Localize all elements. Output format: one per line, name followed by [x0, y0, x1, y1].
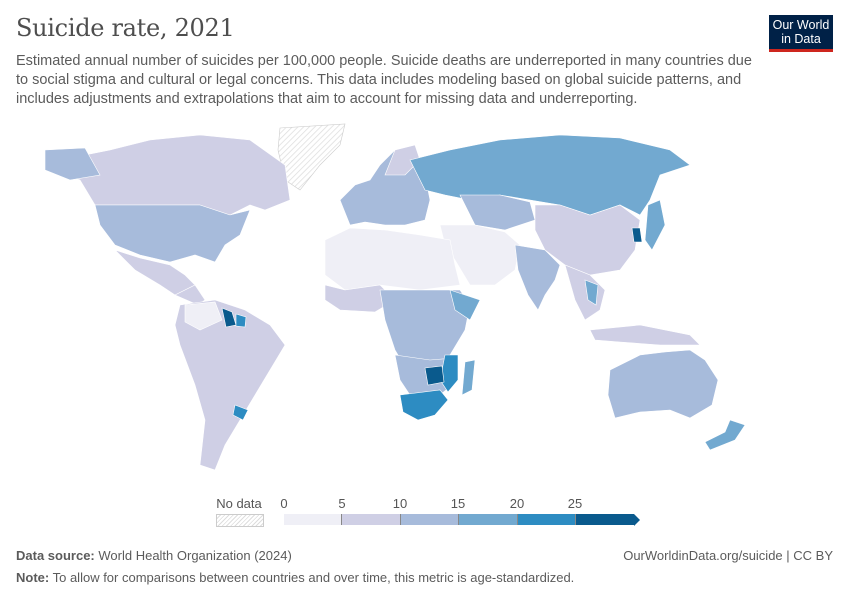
region-central-america[interactable] [174, 284, 206, 306]
region-zimbabwe[interactable] [424, 365, 445, 386]
region-korea[interactable] [631, 227, 643, 243]
region-suriname[interactable] [235, 313, 247, 328]
legend-no-data-label: No data [216, 496, 262, 511]
region-uruguay[interactable] [232, 404, 249, 421]
region-australia[interactable] [607, 349, 719, 419]
region-russia[interactable] [409, 134, 691, 216]
region-india[interactable] [514, 244, 561, 311]
region-madagascar[interactable] [461, 359, 476, 396]
region-greenland[interactable] [277, 123, 346, 191]
region-japan[interactable] [644, 199, 666, 251]
legend-no-data-swatch [216, 514, 264, 527]
region-china[interactable] [534, 204, 641, 276]
subtitle: Estimated annual number of suicides per … [16, 53, 752, 107]
region-usa[interactable] [94, 204, 251, 263]
data-source: Data source: World Health Organization (… [16, 548, 292, 563]
legend-bin[interactable] [517, 514, 576, 525]
page-title: Suicide rate, 2021 [16, 14, 235, 42]
source-link[interactable]: OurWorldinData.org/suicide | CC BY [623, 548, 833, 563]
world-map[interactable] [0, 110, 850, 490]
legend-bin[interactable] [342, 514, 401, 525]
region-canada[interactable] [49, 134, 291, 216]
legend-tick: 0 [280, 496, 288, 511]
note: Note: To allow for comparisons between c… [16, 570, 575, 585]
region-southeast-asia[interactable] [564, 264, 606, 321]
legend-bin[interactable] [400, 514, 460, 525]
legend-tick: 20 [509, 496, 525, 511]
region-north-africa[interactable] [324, 227, 461, 291]
legend-tick: 10 [392, 496, 408, 511]
legend: No data 0 5 10 15 20 25 [0, 496, 850, 536]
legend-tick: 15 [450, 496, 466, 511]
legend-arrow [634, 513, 641, 526]
legend-tick: 5 [338, 496, 346, 511]
region-venezuela[interactable] [184, 301, 223, 331]
legend-bin[interactable] [284, 514, 343, 525]
region-alaska[interactable] [44, 147, 101, 181]
region-new-zealand[interactable] [704, 419, 746, 451]
region-scandinavia[interactable] [384, 144, 421, 176]
legend-tick: 25 [567, 496, 583, 511]
region-south-america[interactable] [174, 299, 286, 471]
legend-bin[interactable] [576, 514, 635, 525]
region-south-africa[interactable] [399, 389, 449, 421]
owid-logo[interactable]: Our World in Data [769, 15, 833, 52]
region-horn-of-africa[interactable] [449, 289, 481, 321]
legend-bin[interactable] [459, 514, 518, 525]
region-thailand[interactable] [584, 279, 599, 306]
region-indonesia[interactable] [589, 324, 701, 346]
